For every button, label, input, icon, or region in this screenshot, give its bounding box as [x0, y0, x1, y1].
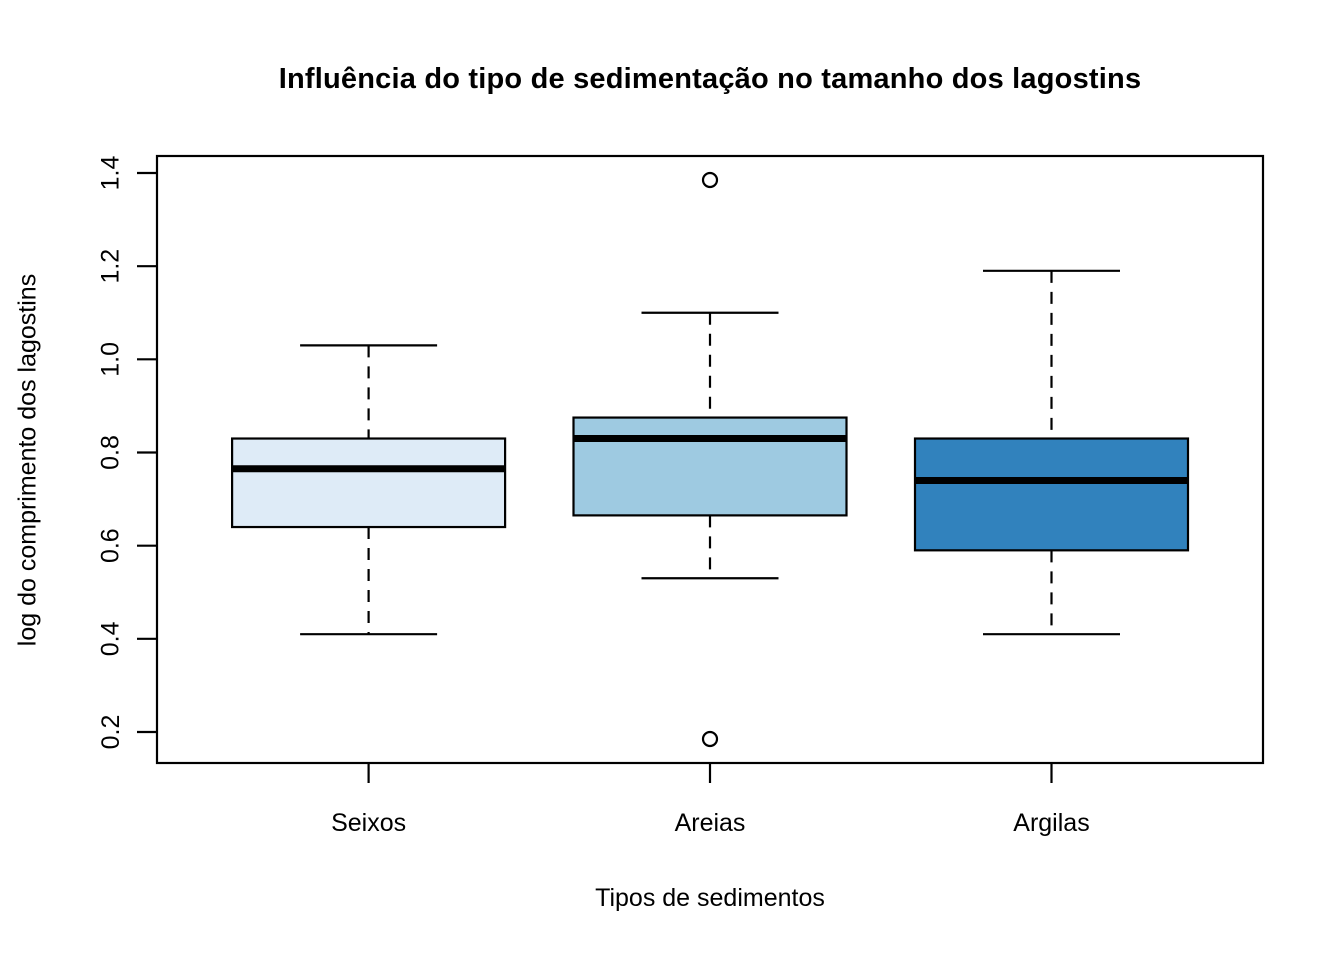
category-label-seixos: Seixos [331, 809, 406, 837]
y-tick-label: 0.8 [97, 435, 125, 470]
box-areias [572, 416, 848, 517]
box-seixos [231, 437, 507, 529]
outlier-point-areias [701, 730, 719, 748]
y-tick-label: 0.4 [97, 621, 125, 656]
y-tick-label: 0.6 [97, 528, 125, 563]
y-tick-label: 1.0 [97, 342, 125, 377]
chart-title: Influência do tipo de sedimentação no ta… [278, 63, 1142, 95]
y-tick-label: 0.2 [97, 715, 125, 750]
outlier-point-areias [701, 171, 719, 189]
x-axis-title: Tipos de sedimentos [595, 884, 825, 912]
y-tick-label: 1.4 [97, 156, 125, 191]
category-label-areias: Areias [675, 809, 746, 837]
category-label-argilas: Argilas [1013, 809, 1089, 837]
box-argilas [913, 437, 1190, 552]
y-tick-label: 1.2 [97, 249, 125, 284]
